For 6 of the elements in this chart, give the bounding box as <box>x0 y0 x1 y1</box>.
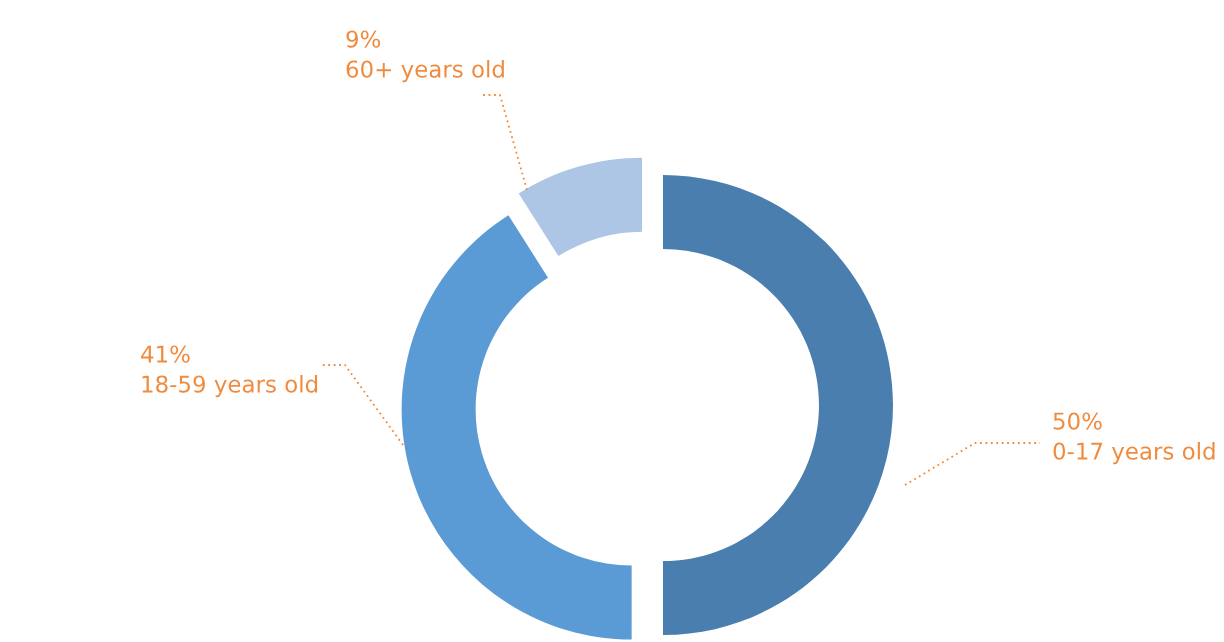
data-label: 9% <box>346 30 381 48</box>
slice-label: 0-17 years old <box>1053 442 1215 465</box>
data-label: 41% <box>141 345 190 363</box>
slice-label: 60+ years old <box>346 60 504 83</box>
slice-label: 18-59 years old <box>142 375 318 398</box>
data-label: 50% <box>1053 412 1102 430</box>
